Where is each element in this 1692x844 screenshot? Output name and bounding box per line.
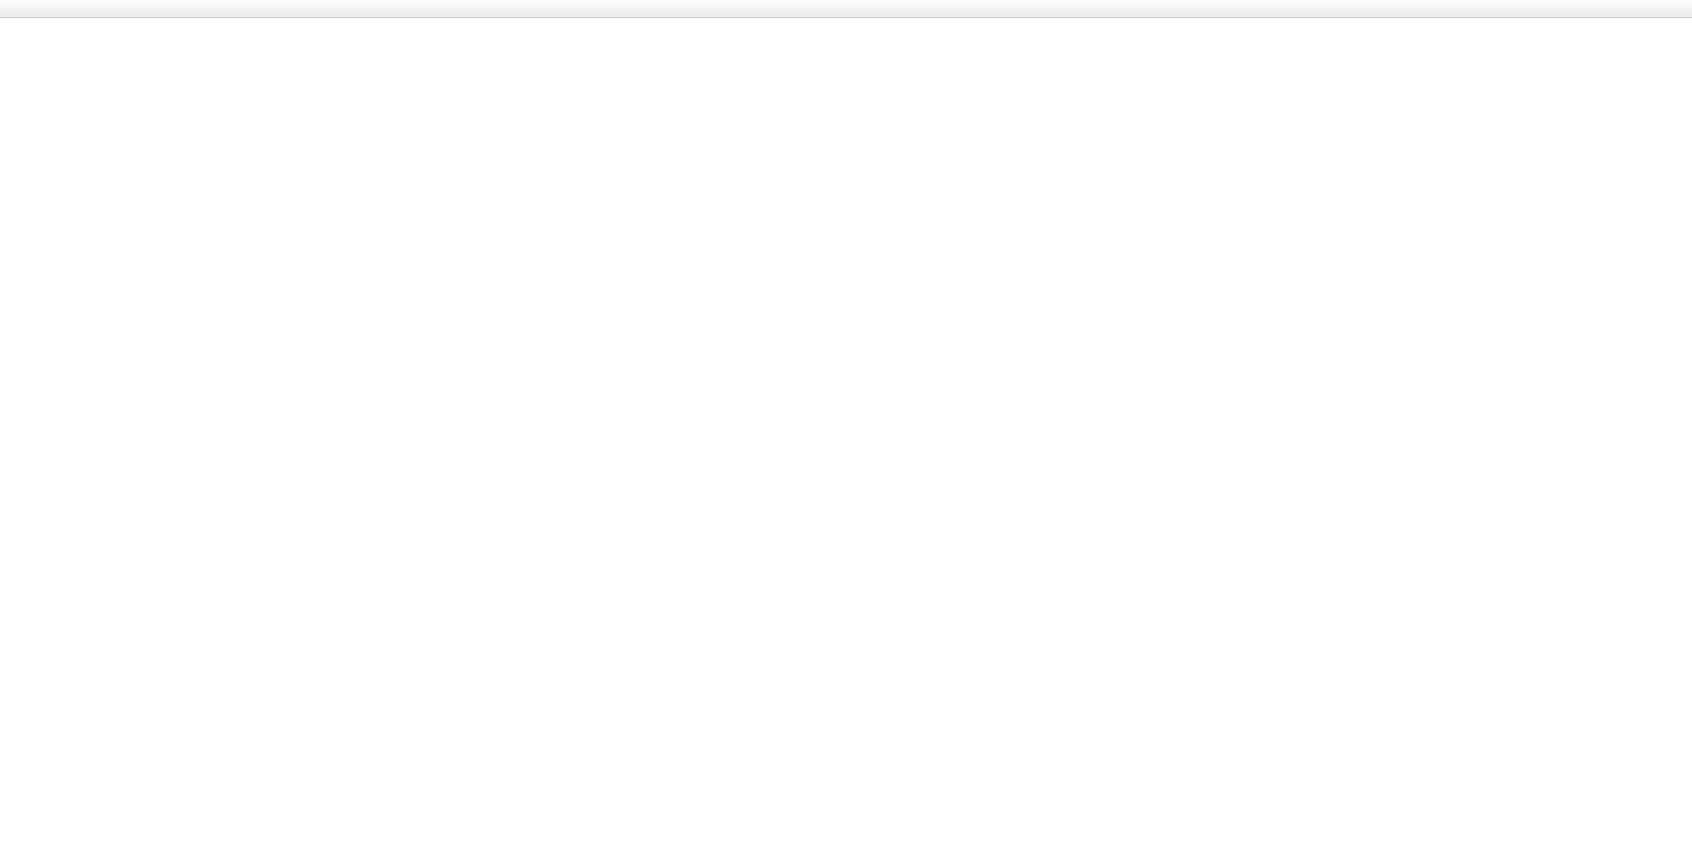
main-toolbar (0, 0, 1692, 18)
